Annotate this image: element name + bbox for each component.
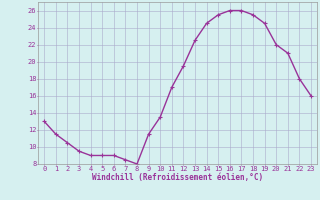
X-axis label: Windchill (Refroidissement éolien,°C): Windchill (Refroidissement éolien,°C) [92, 173, 263, 182]
